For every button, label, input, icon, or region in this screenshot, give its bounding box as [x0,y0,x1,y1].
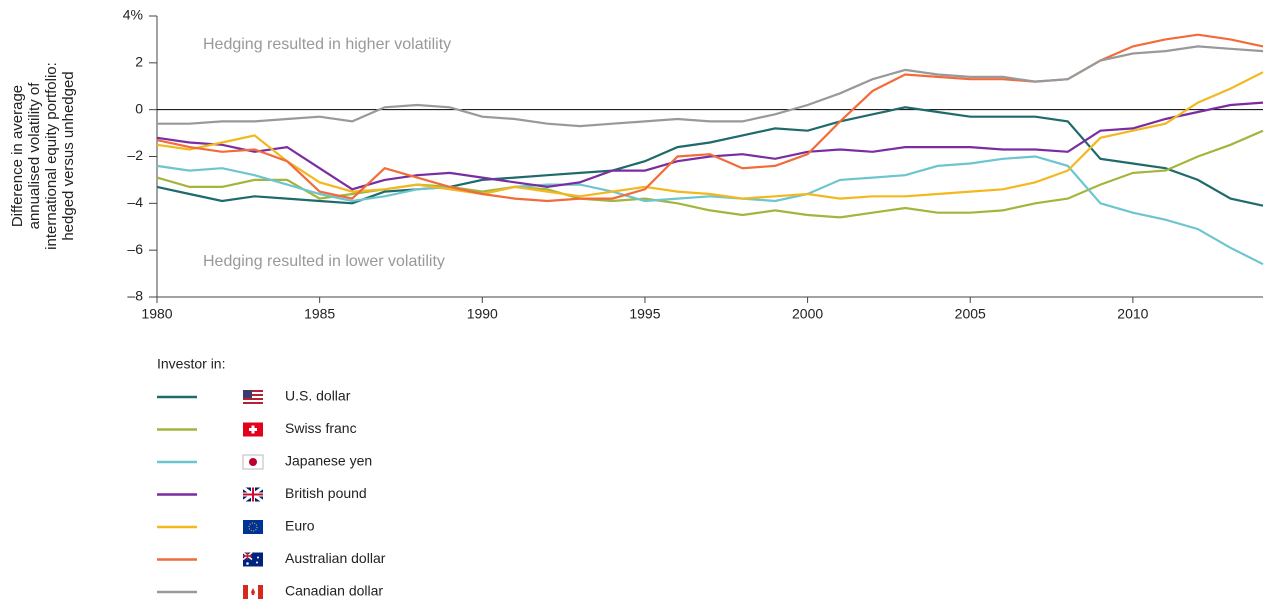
x-tick-label: 1985 [304,306,335,322]
legend-flag [242,486,264,503]
series-line [156,106,1264,207]
series-line [156,71,1264,200]
flag [243,390,252,398]
legend-flag [243,520,263,534]
y-tick-label: –8 [127,288,143,304]
legend-label: British pound [285,485,367,501]
legend-title: Investor in: [157,356,225,372]
flag [249,458,257,466]
y-tick-label: –2 [127,147,143,163]
x-tick-label: 1990 [467,306,498,322]
y-tick-label: 2 [135,54,143,70]
x-tick-label: 2005 [955,306,986,322]
legend-label: Euro [285,518,315,534]
series-line [156,101,1264,191]
legend-flag [242,454,264,470]
y-tick-label: –4 [127,194,143,210]
legend-label: Japanese yen [285,453,372,469]
y-axis-label: hedged versus unhedged [60,71,77,240]
series-line [156,129,1264,219]
flag [256,561,258,564]
flag [246,562,249,565]
y-tick-label: 0 [135,100,143,116]
x-tick-label: 2010 [1117,306,1148,322]
flag [243,487,263,502]
y-tick-label: –6 [127,241,143,257]
flag [251,588,255,595]
legend-flag [243,390,263,404]
legend-label: Canadian dollar [285,583,383,599]
y-axis-label: Difference in average [9,85,26,227]
y-axis-label: annualised volatility of [26,82,43,230]
flag [243,552,252,560]
flag [243,585,248,599]
annotation: Hedging resulted in higher volatility [203,36,451,53]
legend-flag [243,422,263,437]
legend-label: Australian dollar [285,550,386,566]
annotation: Hedging resulted in lower volatility [203,253,445,270]
legend-flag [242,551,263,567]
y-axis-label: international equity portfolio: [43,62,60,250]
flag [243,392,263,394]
legend-label: U.S. dollar [285,388,351,404]
x-tick-label: 2000 [792,306,823,322]
x-tick-label: 1980 [141,306,172,322]
flag [258,585,263,599]
flag [257,556,259,559]
flag [243,400,263,402]
series-line [156,155,1264,266]
y-tick-label: 4% [123,7,143,23]
series-line [157,45,1264,128]
flag [248,522,258,532]
legend-flag [243,585,263,599]
x-tick-label: 1995 [629,306,660,322]
flag [243,396,263,398]
flag [243,520,263,534]
legend-label: Swiss franc [285,420,357,436]
flag [249,428,257,431]
